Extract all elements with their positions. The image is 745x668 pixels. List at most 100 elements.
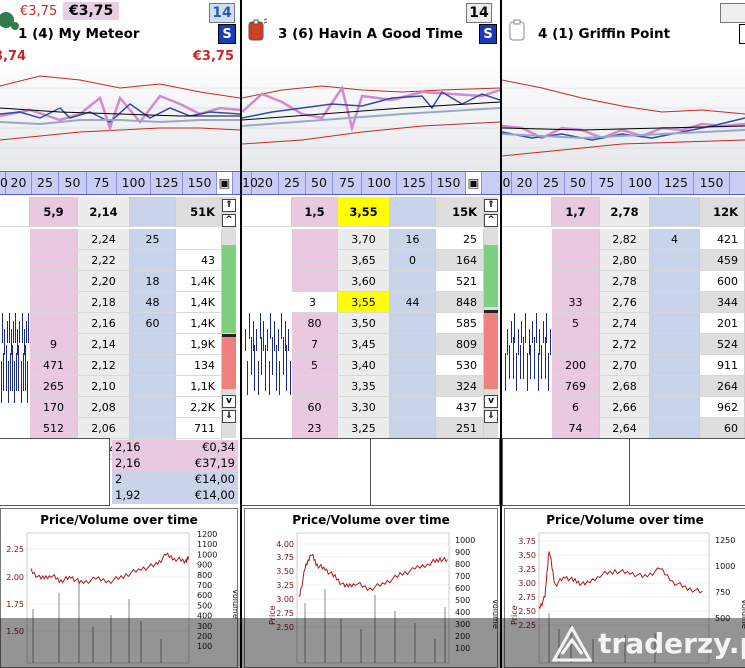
ladder-scroll[interactable]: ⇑ ^ v ⇓ [484,197,498,438]
ladder-lay-cell[interactable] [30,250,78,271]
stake-option[interactable]: 50 [59,172,87,194]
ladder-vol-cell[interactable]: 421 [700,229,745,250]
ladder-back-cell[interactable] [650,376,700,397]
runner-count-badge[interactable] [720,3,745,23]
ladder-back-cell[interactable] [390,397,436,418]
ladder-back-cell[interactable]: 25 [130,229,176,250]
ladder-vol-cell[interactable]: 201 [700,313,745,334]
ladder-vol-cell[interactable]: 711 [176,418,222,439]
summary-lay[interactable]: 1,5 [292,197,338,227]
scroll-button[interactable]: ^ [484,214,498,227]
stake-option[interactable]: 125 [397,172,432,194]
ladder-lay-cell[interactable]: 170 [30,397,78,418]
stake-option[interactable]: 10 [242,172,258,194]
ladder-back-cell[interactable] [130,376,176,397]
ladder-vol-cell[interactable]: 962 [700,397,745,418]
stake-option[interactable]: 125 [151,172,183,194]
ladder-price-cell[interactable]: 2,14 [78,334,130,355]
ladder-back-cell[interactable] [390,376,436,397]
ladder-back-cell[interactable]: 48 [130,292,176,313]
ladder-lay-cell[interactable] [30,313,78,334]
ladder-price-cell[interactable]: 2,22 [78,250,130,271]
ladder-back-cell[interactable]: 60 [130,313,176,334]
ladder-price-cell[interactable]: 3,65 [338,250,390,271]
runner-count-badge[interactable]: 14 [466,3,492,23]
ladder-lay-cell[interactable] [30,271,78,292]
summary-back[interactable] [650,197,700,227]
ladder-lay-cell[interactable]: 60 [292,397,338,418]
ladder-vol-cell[interactable]: 251 [436,418,484,439]
stake-option[interactable]: 20 [512,172,538,194]
ladder-price-cell[interactable]: 2,80 [600,250,650,271]
ladder-vol-cell[interactable]: 344 [700,292,745,313]
scroll-button[interactable]: v [484,395,498,408]
ladder-price-cell[interactable]: 2,78 [600,271,650,292]
ladder-back-cell[interactable] [390,418,436,439]
ladder-back-cell[interactable] [130,418,176,439]
ladder-lay-cell[interactable]: 7 [292,334,338,355]
settings-icon[interactable]: ▣ [217,172,233,194]
ladder-price-cell[interactable]: 3,25 [338,418,390,439]
ladder-price-cell[interactable]: 2,64 [600,418,650,439]
ladder-lay-cell[interactable] [30,292,78,313]
ladder-price-cell[interactable]: 2,74 [600,313,650,334]
ladder-vol-cell[interactable] [176,229,222,250]
ladder-vol-cell[interactable]: 43 [176,250,222,271]
ladder-price-cell[interactable]: 2,76 [600,292,650,313]
ladder-vol-cell[interactable]: 437 [436,397,484,418]
ladder-price-cell[interactable]: 3,35 [338,376,390,397]
ladder-vol-cell[interactable]: 25 [436,229,484,250]
ladder-price-cell[interactable]: 3,50 [338,313,390,334]
ladder-vol-cell[interactable]: 459 [700,250,745,271]
ladder-vol-cell[interactable]: 324 [436,376,484,397]
stake-selector[interactable]: 0 20 25 50 75 100 125 150 [502,171,745,195]
ladder-vol-cell[interactable]: 600 [700,271,745,292]
ladder-vol-cell[interactable]: 264 [700,376,745,397]
summary-vol[interactable]: 12K [700,197,745,227]
summary-price[interactable]: 3,55 [338,197,390,227]
ladder-vol-cell[interactable]: 524 [700,334,745,355]
summary-vol[interactable]: 15K [436,197,484,227]
ladder-back-cell[interactable]: 16 [390,229,436,250]
ladder-price-cell[interactable]: 3,40 [338,355,390,376]
ladder-back-cell[interactable] [130,250,176,271]
stake-option[interactable]: 125 [659,172,694,194]
summary-vol[interactable]: 51K [176,197,222,227]
summary-lay[interactable]: 5,9 [30,197,78,227]
sp-button[interactable]: S [218,24,236,44]
ladder-back-cell[interactable]: 0 [390,250,436,271]
ladder-price-cell[interactable]: 3,30 [338,397,390,418]
ladder-vol-cell[interactable]: 848 [436,292,484,313]
scroll-button[interactable]: ⇓ [222,410,236,423]
stake-option[interactable]: 0 [0,172,8,194]
scroll-button[interactable]: ⇑ [484,199,498,212]
ladder-lay-cell[interactable] [292,271,338,292]
ladder-vol-cell[interactable]: 134 [176,355,222,376]
ladder-price-cell[interactable]: 2,18 [78,292,130,313]
stake-option[interactable]: 20 [6,172,32,194]
ladder-back-cell[interactable] [130,334,176,355]
ladder-lay-cell[interactable]: 769 [552,376,600,397]
ladder-back-cell[interactable] [130,397,176,418]
ladder-back-cell[interactable] [650,292,700,313]
ladder-price-cell[interactable]: 2,82 [600,229,650,250]
ladder-vol-cell[interactable]: 60 [700,418,745,439]
ladder-lay-cell[interactable] [552,334,600,355]
ladder-lay-cell[interactable]: 33 [552,292,600,313]
summary-lay[interactable]: 1,7 [552,197,600,227]
scroll-button[interactable]: ^ [222,214,236,227]
ladder-back-cell[interactable] [390,271,436,292]
stake-option[interactable]: 100 [117,172,151,194]
ladder-price-cell[interactable]: 2,72 [600,334,650,355]
summary-back[interactable] [130,197,176,227]
ladder-lay-cell[interactable] [552,229,600,250]
ladder-lay-cell[interactable]: 23 [292,418,338,439]
stake-option[interactable]: 100 [622,172,659,194]
ladder-back-cell[interactable] [650,355,700,376]
ladder-back-cell[interactable]: 4 [650,229,700,250]
ladder-price-cell[interactable]: 3,70 [338,229,390,250]
ladder-price-cell[interactable]: 3,60 [338,271,390,292]
settings-icon[interactable]: ▣ [466,172,482,194]
ladder-price-cell[interactable]: 2,68 [600,376,650,397]
stake-option[interactable]: 100 [362,172,397,194]
